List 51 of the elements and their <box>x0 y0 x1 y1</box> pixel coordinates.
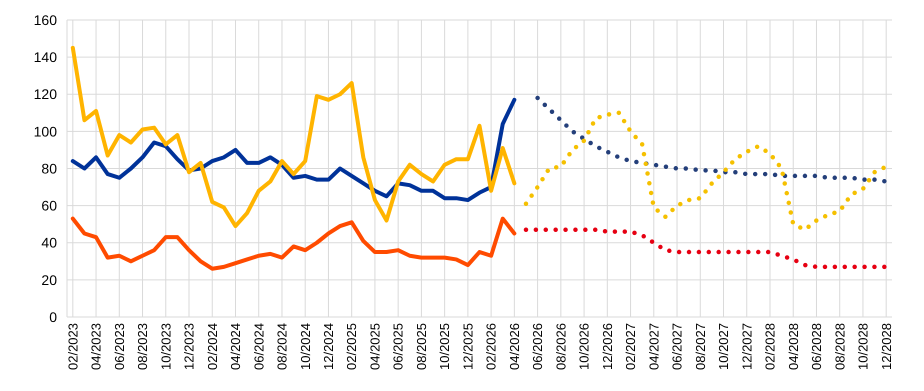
x-tick-label: 10/2028 <box>856 323 870 370</box>
y-tick-label: 120 <box>34 86 58 102</box>
x-tick-label: 06/2025 <box>390 323 406 370</box>
x-tick-label: 12/2025 <box>460 323 476 370</box>
x-tick-label: 12/2027 <box>739 323 754 370</box>
x-tick-label: 12/2028 <box>878 323 894 370</box>
x-tick-label: 10/2025 <box>437 323 452 370</box>
x-tick-label: 06/2024 <box>251 323 266 370</box>
x-tick-label: 08/2026 <box>553 323 568 370</box>
y-tick-label: 20 <box>41 272 58 288</box>
x-tick-label: 02/2027 <box>623 323 638 370</box>
x-tick-label: 06/2028 <box>809 323 824 370</box>
x-tick-label: 10/2027 <box>716 323 732 370</box>
x-tick-label: 02/2024 <box>204 323 220 370</box>
x-tick-label: 04/2024 <box>228 323 244 370</box>
line-series <box>535 96 888 184</box>
x-tick-label: 12/2024 <box>320 323 336 370</box>
x-tick-label: 10/2023 <box>158 323 174 370</box>
x-tick-label: 08/2025 <box>414 323 429 370</box>
x-tick-label: 08/2028 <box>832 323 848 370</box>
line-series <box>70 46 516 228</box>
x-tick-label: 06/2027 <box>670 323 685 370</box>
x-tick-label: 12/2023 <box>182 323 197 370</box>
y-tick-label: 40 <box>41 234 58 251</box>
x-tick-label: 06/2026 <box>530 323 546 370</box>
x-tick-label: 10/2026 <box>576 323 592 370</box>
x-tick-label: 08/2024 <box>274 323 290 370</box>
y-tick-label: 0 <box>49 308 58 325</box>
x-tick-label: 02/2026 <box>484 323 499 370</box>
x-tick-label: 08/2027 <box>692 323 708 370</box>
y-tick-label: 80 <box>41 160 58 176</box>
y-tick-label: 100 <box>34 123 58 140</box>
x-tick-label: 04/2025 <box>367 323 382 370</box>
x-tick-label: 04/2027 <box>646 323 662 370</box>
x-tick-label: 12/2026 <box>600 323 615 370</box>
y-tick-label: 140 <box>34 49 58 66</box>
x-tick-label: 06/2023 <box>112 323 127 370</box>
x-tick-label: 02/2025 <box>344 323 360 370</box>
line-series <box>524 228 888 270</box>
x-tick-label: 02/2023 <box>65 323 80 370</box>
y-tick-label: 160 <box>34 12 58 28</box>
line-series <box>70 98 516 202</box>
x-tick-label: 04/2026 <box>506 323 522 370</box>
x-tick-label: 08/2023 <box>135 323 150 370</box>
x-tick-label: 04/2028 <box>786 323 801 370</box>
line-series <box>524 110 888 232</box>
y-tick-label: 60 <box>41 198 58 214</box>
x-tick-label: 10/2024 <box>298 323 313 370</box>
x-tick-label: 04/2023 <box>88 323 104 370</box>
x-tick-label: 02/2028 <box>762 323 778 370</box>
line-series <box>70 216 516 271</box>
